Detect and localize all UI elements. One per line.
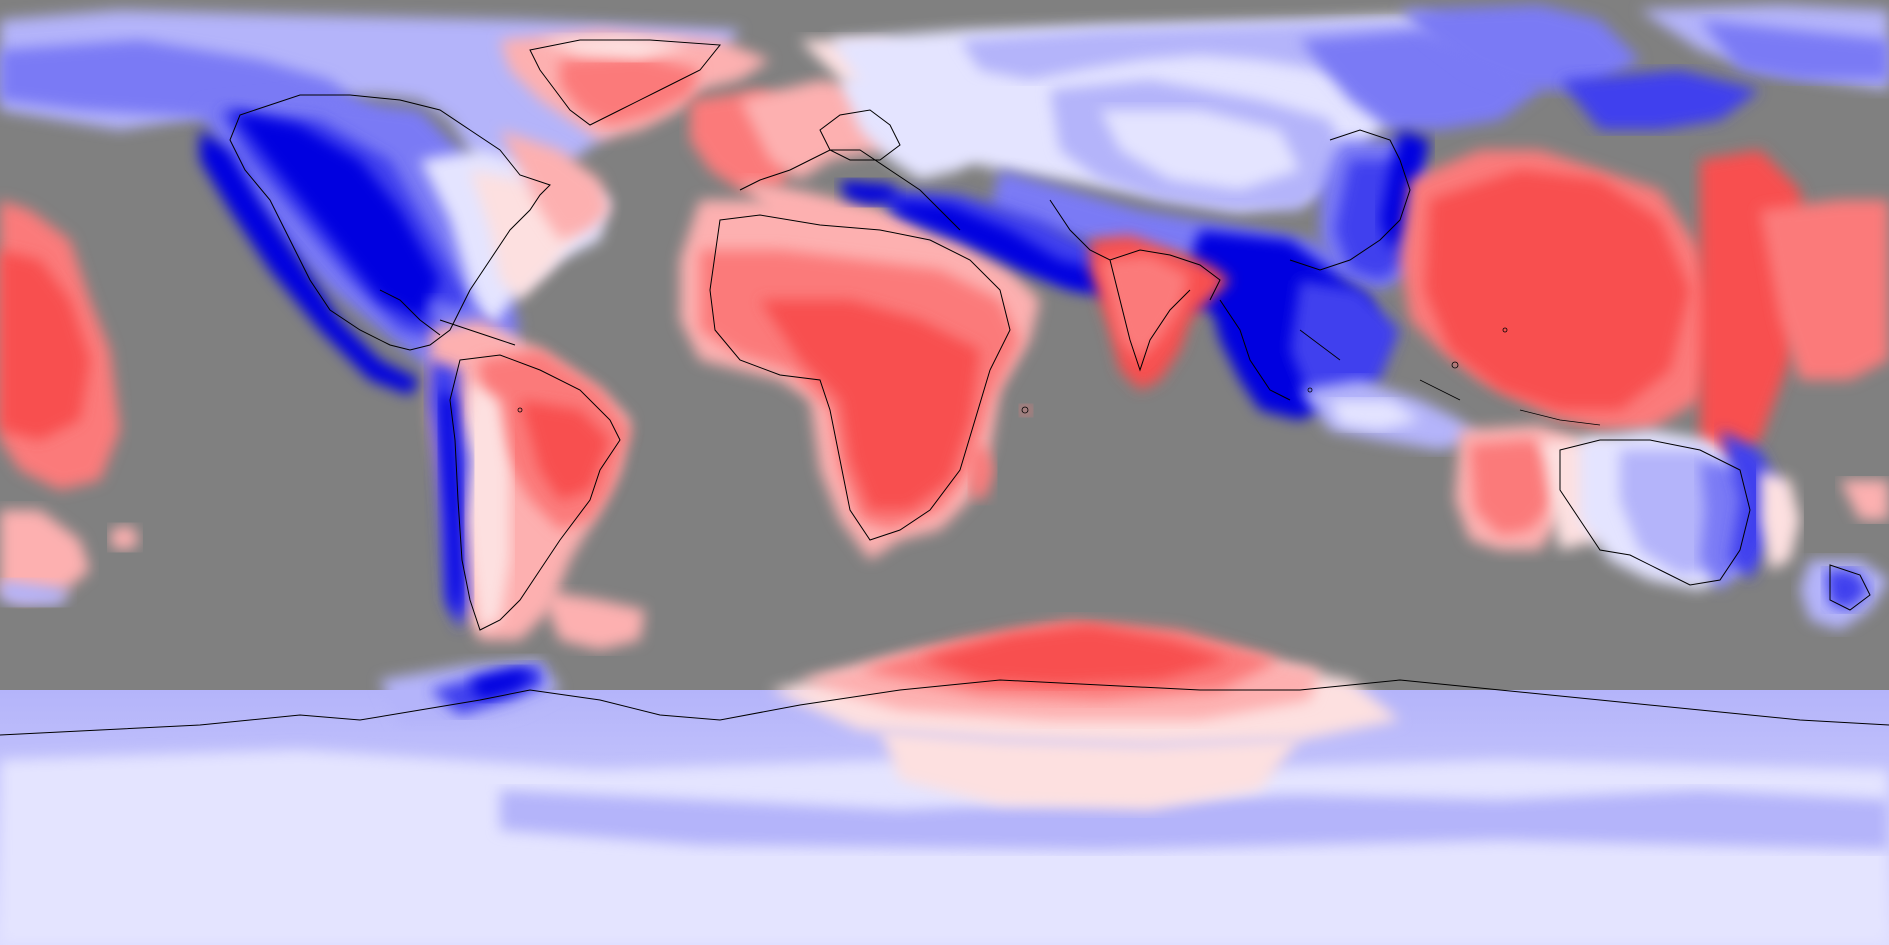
map-area-red: [1760, 200, 1889, 380]
island-details: [517, 327, 1601, 426]
map-area-blue_deep: [440, 390, 462, 620]
map-area-red: [1100, 255, 1190, 360]
coastline: [1289, 159, 1411, 271]
region-north-america: [0, 10, 740, 395]
island-outline: [1519, 409, 1601, 426]
map-area-red_light: [1840, 480, 1889, 520]
region-australia: [1455, 425, 1800, 590]
map-area-blue_pale: [1330, 400, 1420, 430]
map-area-blue_mid: [1560, 70, 1760, 130]
map-area-blue_light: [500, 790, 1889, 850]
map-area-blue: [1400, 5, 1640, 90]
region-pacific: [0, 200, 140, 605]
map-area-red_strong: [920, 625, 1230, 685]
map-area-pink: [460, 380, 510, 630]
map-area-red: [970, 445, 995, 500]
coastline: [1219, 299, 1291, 401]
map-area-blue_deep: [1380, 130, 1430, 250]
map-area-pink: [880, 730, 1300, 810]
coastline: [529, 39, 721, 126]
region-greenland: [500, 30, 770, 140]
map-area-red_light: [0, 510, 90, 600]
region-south-america: [428, 320, 645, 650]
coastline: [1829, 564, 1871, 611]
region-west-pacific: [1400, 150, 1889, 520]
coastline: [439, 319, 516, 346]
island-outline: [1451, 361, 1459, 369]
region-antarctica: [0, 620, 1889, 945]
map-area-red_light: [540, 590, 645, 650]
region-asia: [830, 5, 1889, 450]
island-outline: [1307, 387, 1313, 393]
map-area-red: [560, 55, 700, 125]
map-area-red: [1470, 440, 1560, 535]
coastline: [1559, 439, 1751, 586]
coastline: [739, 149, 961, 231]
map-area-red_strong: [1425, 170, 1690, 410]
map-area-blue_mid: [1825, 570, 1870, 610]
map-area-blue_deep: [200, 130, 420, 395]
map-area-red_light: [500, 130, 610, 240]
region-new-zealand: [1800, 560, 1889, 630]
island-outline: [1299, 329, 1341, 361]
map-area-blue: [1700, 20, 1889, 80]
map-area-red_strong: [0, 250, 90, 440]
coastline: [709, 214, 1011, 541]
coastline: [379, 289, 441, 336]
map-area-blue_deep: [840, 180, 900, 205]
map-area-red_strong: [760, 300, 980, 510]
map-area-red_strong: [520, 400, 610, 500]
island-outline: [517, 407, 523, 413]
map-area-pink: [540, 35, 690, 60]
coastlines: [0, 39, 1889, 736]
map-area-blue_mid: [1290, 280, 1400, 410]
map-area-red_light: [110, 525, 140, 550]
map-area-blue_pale: [1100, 110, 1300, 190]
map-area-pink: [1760, 470, 1800, 570]
map-area-blue_deep: [470, 668, 535, 700]
coastline: [819, 109, 901, 161]
island-outline: [1419, 379, 1461, 401]
coastline: [0, 679, 1889, 736]
region-india: [1090, 235, 1230, 390]
coastline: [229, 94, 551, 351]
map-area-blue_deep: [230, 110, 440, 320]
coastline: [1109, 259, 1191, 372]
coastline: [449, 354, 621, 631]
island-outline: [1021, 406, 1029, 414]
map-area-blue_light: [0, 580, 70, 605]
coastline: [1329, 129, 1401, 161]
coastline: [1049, 199, 1221, 301]
region-africa: [680, 200, 1040, 560]
island-outline: [1502, 327, 1508, 333]
